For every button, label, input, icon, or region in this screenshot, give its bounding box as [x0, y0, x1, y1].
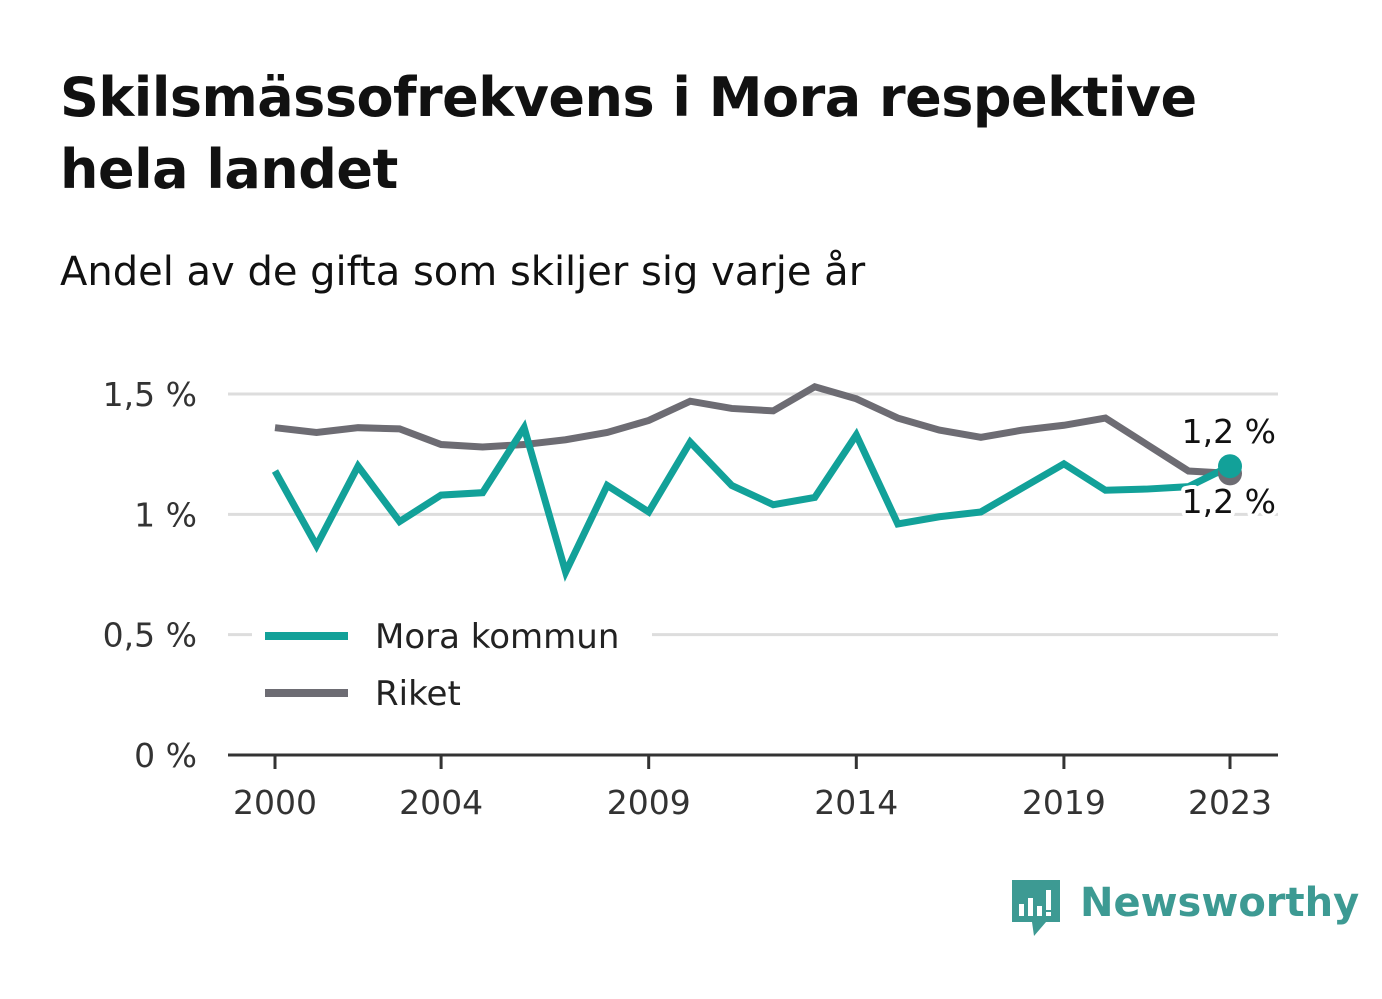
series-line-riket [274, 383, 1231, 477]
y-tick-label: 1,5 % [103, 375, 197, 414]
series-lines [271, 383, 1242, 582]
newsworthy-logo: Newsworthy [1010, 878, 1359, 942]
end-label-mora: 1,2 % [1182, 412, 1276, 451]
x-tick-label: 2004 [399, 783, 483, 822]
line-chart: Mora kommun Riket 0 % 0,5 % 1 % 1,5 % 2000 200… [103, 375, 1280, 822]
y-tick-label: 0 % [134, 736, 197, 775]
legend: Mora kommun Riket [252, 606, 652, 724]
legend-label: Riket [375, 674, 461, 714]
y-tick-label: 0,5 % [103, 616, 197, 655]
chart-subtitle: Andel av de gifta som skiljer sig varje … [60, 249, 866, 295]
newsworthy-logo-icon [1012, 880, 1060, 936]
end-label-riket: 1,2 % [1182, 482, 1276, 521]
end-marker [1218, 454, 1242, 479]
x-tick-label: 2023 [1188, 783, 1272, 822]
y-tick-label: 1 % [134, 495, 197, 534]
x-tick-label: 2000 [233, 783, 317, 822]
x-tick-label: 2019 [1022, 783, 1106, 822]
chart-title: Skilsmässofrekvens i Mora respektive hel… [60, 66, 1197, 201]
end-labels: 1,2 % 1,2 % [1178, 412, 1280, 525]
legend-label: Mora kommun [375, 617, 619, 657]
axes: 0 % 0,5 % 1 % 1,5 % 2000 2004 2009 2014 2019 2023 [103, 375, 1278, 822]
x-tick-label: 2009 [607, 783, 691, 822]
legend-background [252, 606, 652, 724]
series-line-mora [271, 419, 1232, 582]
newsworthy-logo-text: Newsworthy [1080, 880, 1360, 926]
x-tick-label: 2014 [814, 783, 898, 822]
